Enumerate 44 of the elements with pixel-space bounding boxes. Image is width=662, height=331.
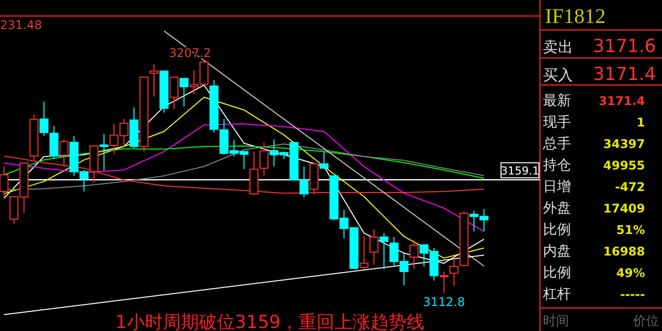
category-label: 外盘 <box>543 200 571 216</box>
category-label: 持仓 <box>543 158 571 174</box>
text: 1 <box>636 116 645 130</box>
text: -472 <box>614 180 645 194</box>
category-label: 比例 <box>543 222 571 238</box>
annotation: 3112.8 <box>423 295 465 310</box>
category-label: 买入 <box>543 66 573 84</box>
text: 49% <box>616 266 645 280</box>
text: 1小时周期破位3159，重回上涨趋势线 <box>115 312 425 331</box>
category-label: 现手 <box>543 114 571 130</box>
ref-line-label: 3159.1 <box>500 164 540 178</box>
text: 时间 <box>543 314 569 329</box>
candlestick <box>360 235 368 270</box>
text: 17409 <box>603 202 645 216</box>
text: 49955 <box>603 158 645 172</box>
annotation: 231.48 <box>0 18 42 32</box>
candlestick <box>380 232 388 270</box>
text: ----- <box>620 288 645 302</box>
candlestick <box>320 151 328 169</box>
candlestick <box>410 240 418 270</box>
text: 34397 <box>603 137 645 151</box>
category-label: 内盘 <box>543 244 571 260</box>
text: 3171.4 <box>598 94 645 108</box>
category-label: 日增 <box>543 179 571 195</box>
candlestick <box>100 133 108 171</box>
candlestick <box>370 228 378 266</box>
category-label: 卖出 <box>543 38 573 56</box>
candlestick <box>150 63 158 98</box>
text: 51% <box>616 223 645 237</box>
text: 16988 <box>603 244 645 258</box>
candlestick <box>440 271 448 294</box>
candlestick <box>180 78 188 108</box>
candlestick <box>0 166 8 198</box>
text: 3171.6 <box>593 36 656 57</box>
category-label: 总手 <box>542 136 571 152</box>
candlestick <box>170 76 178 110</box>
category-label: 比例 <box>543 265 571 281</box>
candlestick <box>450 258 458 286</box>
category-label: 杠杆 <box>542 286 571 302</box>
category-label: 最新 <box>543 93 571 109</box>
text: 3171.4 <box>593 64 656 85</box>
candlestick <box>260 142 268 176</box>
text: IF1812 <box>545 4 606 28</box>
text: 价位 <box>632 314 659 329</box>
